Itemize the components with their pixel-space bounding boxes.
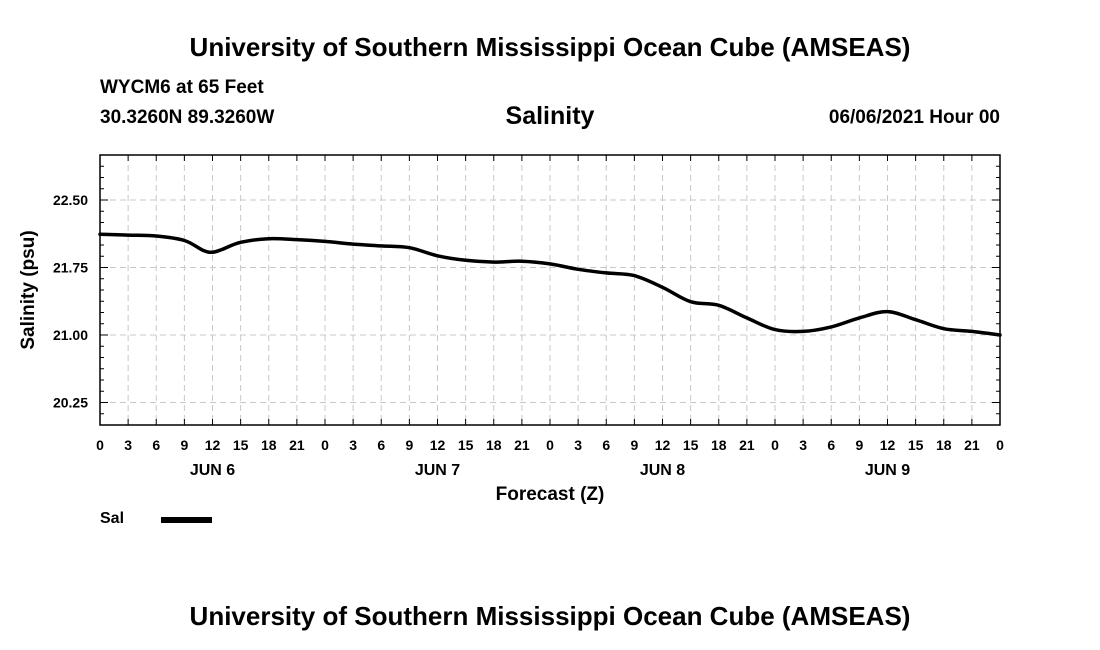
- x-tick-label: 21: [739, 437, 755, 453]
- station-label: WYCM6 at 65 Feet: [100, 77, 264, 98]
- date-label: JUN 7: [415, 462, 460, 479]
- date-label: JUN 6: [190, 462, 235, 479]
- x-tick-label: 12: [880, 437, 896, 453]
- x-tick-label: 21: [514, 437, 530, 453]
- y-tick-label: 22.50: [53, 192, 88, 208]
- x-tick-label: 12: [430, 437, 446, 453]
- x-tick-label: 0: [96, 437, 104, 453]
- station-coordinates: 30.3260N 89.3260W: [100, 107, 275, 128]
- x-tick-label: 6: [827, 437, 835, 453]
- x-tick-label: 3: [349, 437, 357, 453]
- x-tick-label: 0: [996, 437, 1004, 453]
- x-tick-label: 9: [180, 437, 188, 453]
- x-tick-label: 18: [261, 437, 277, 453]
- y-tick-label: 21.00: [53, 327, 88, 343]
- x-tick-label: 9: [405, 437, 413, 453]
- x-tick-label: 3: [124, 437, 132, 453]
- x-tick-label: 21: [289, 437, 305, 453]
- x-tick-label: 18: [936, 437, 952, 453]
- x-tick-label: 3: [799, 437, 807, 453]
- x-tick-label: 21: [964, 437, 980, 453]
- x-tick-label: 6: [377, 437, 385, 453]
- forecast-datetime: 06/06/2021 Hour 00: [828, 107, 1000, 128]
- x-tick-label: 12: [205, 437, 221, 453]
- date-label: JUN 9: [865, 462, 910, 479]
- series-line-sal: [98, 232, 1002, 337]
- x-tick-label: 9: [855, 437, 863, 453]
- footer-title: University of Southern Mississippi Ocean…: [189, 601, 911, 631]
- x-tick-label: 6: [152, 437, 160, 453]
- y-axis-label: Salinity (psu): [18, 230, 39, 349]
- x-tick-label: 0: [546, 437, 554, 453]
- x-tick-label: 6: [602, 437, 610, 453]
- x-tick-label: 12: [655, 437, 671, 453]
- chart-title: Salinity: [505, 102, 595, 130]
- page-title: University of Southern Mississippi Ocean…: [189, 32, 911, 62]
- x-tick-label: 9: [630, 437, 638, 453]
- x-tick-label: 15: [908, 437, 924, 453]
- x-tick-label: 3: [574, 437, 582, 453]
- x-tick-label: 15: [233, 437, 249, 453]
- date-label: JUN 8: [640, 462, 685, 479]
- legend-line-sal: [161, 517, 212, 523]
- x-tick-label: 18: [711, 437, 727, 453]
- legend-label: Sal: [100, 510, 125, 527]
- y-tick-label: 20.25: [53, 395, 88, 411]
- x-tick-label: 0: [771, 437, 779, 453]
- x-tick-label: 0: [321, 437, 329, 453]
- y-tick-label: 21.75: [53, 260, 88, 276]
- x-tick-label: 15: [458, 437, 474, 453]
- x-axis-label: Forecast (Z): [496, 484, 605, 505]
- x-tick-label: 18: [486, 437, 502, 453]
- x-tick-label: 15: [683, 437, 699, 453]
